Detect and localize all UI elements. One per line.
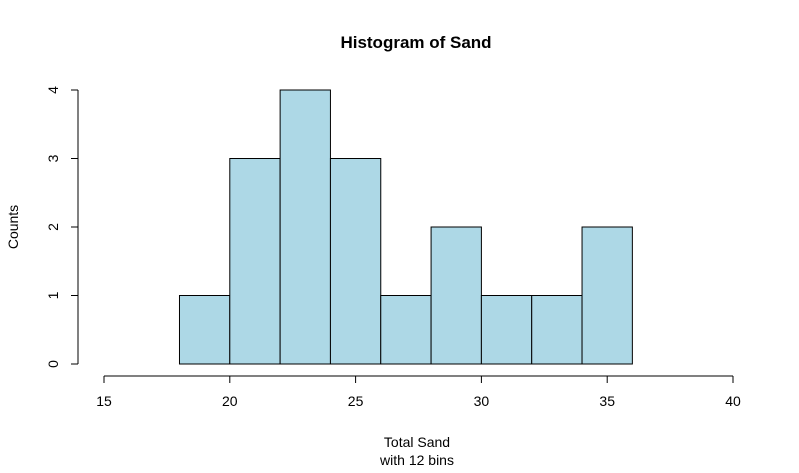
histogram-bar-7 <box>531 295 583 365</box>
histogram-bar-1 <box>229 158 281 365</box>
histogram-bar-5 <box>430 226 482 365</box>
y-tick-label: 1 <box>45 291 61 299</box>
y-tick-label: 3 <box>45 154 61 162</box>
chart-title: Histogram of Sand <box>340 33 491 52</box>
y-axis: 0 1 2 3 4 <box>45 86 79 368</box>
x-tick-label: 20 <box>222 393 238 409</box>
x-tick-label: 35 <box>599 393 615 409</box>
x-tick-label: 25 <box>348 393 364 409</box>
x-axis-label: Total Sand <box>384 434 450 450</box>
x-axis-sublabel: with 12 bins <box>379 452 454 468</box>
histogram-bar-2 <box>279 89 331 365</box>
y-tick-label: 0 <box>45 360 61 368</box>
x-tick-label: 30 <box>474 393 490 409</box>
x-axis: 15 20 25 30 35 40 <box>96 375 741 409</box>
histogram-bar-4 <box>380 295 432 365</box>
y-tick-label: 4 <box>45 86 61 94</box>
histogram-bar-8 <box>581 226 633 365</box>
histogram-bar-3 <box>329 158 382 365</box>
y-tick-label: 2 <box>45 223 61 231</box>
histogram-bar-6 <box>480 295 533 365</box>
x-tick-label: 15 <box>96 393 112 409</box>
x-tick-label: 40 <box>725 393 741 409</box>
histogram-bar-0 <box>178 295 231 365</box>
bars-group <box>178 89 633 365</box>
y-axis-label: Counts <box>5 205 21 249</box>
